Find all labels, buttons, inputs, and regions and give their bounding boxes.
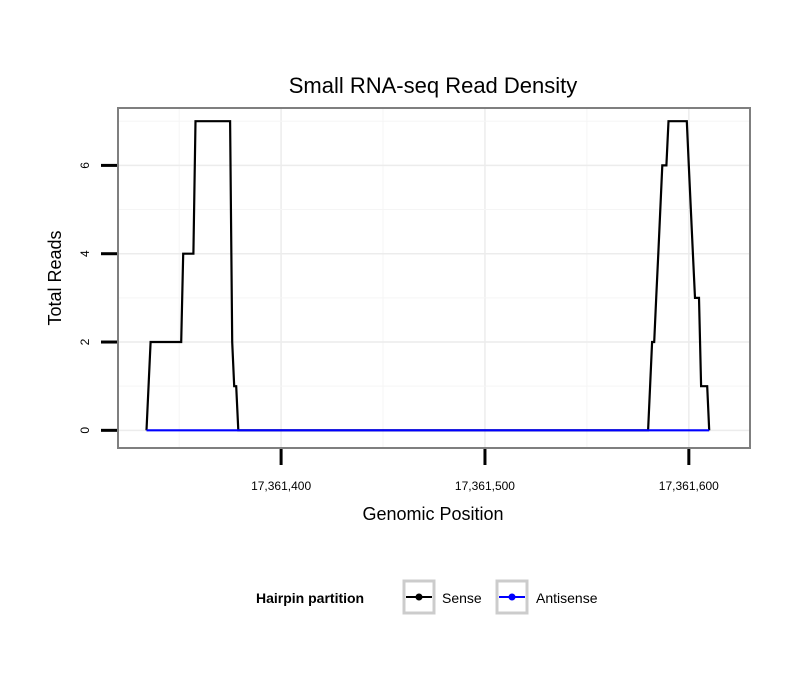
legend-marker-antisense [508, 593, 516, 601]
x-tick-label: 17,361,500 [455, 479, 515, 493]
y-tick-label: 2 [78, 338, 92, 345]
y-tick-label: 6 [78, 162, 92, 169]
legend: Hairpin partition Sense Antisense [256, 579, 598, 615]
legend-title: Hairpin partition [256, 590, 364, 606]
x-tick-label: 17,361,600 [659, 479, 719, 493]
y-tick-label: 4 [78, 250, 92, 257]
y-tick-label: 0 [78, 427, 92, 434]
series-line-sense [145, 120, 711, 432]
x-axis-ticks: 17,361,400 17,361,500 17,361,600 [251, 449, 719, 493]
x-axis-label: Genomic Position [362, 504, 503, 524]
legend-label-antisense: Antisense [536, 590, 598, 606]
y-axis-label: Total Reads [45, 230, 65, 325]
series-lines [145, 120, 711, 432]
legend-label-sense: Sense [442, 590, 482, 606]
legend-marker-sense [415, 593, 423, 601]
plot-background [118, 108, 750, 448]
legend-item-antisense: Antisense [495, 579, 598, 615]
chart-title: Small RNA-seq Read Density [289, 73, 578, 98]
legend-item-sense: Sense [402, 579, 482, 615]
plot-border [117, 107, 751, 449]
y-axis-ticks: 0 2 4 6 [78, 162, 117, 434]
x-tick-label: 17,361,400 [251, 479, 311, 493]
plot-panel [117, 107, 751, 449]
